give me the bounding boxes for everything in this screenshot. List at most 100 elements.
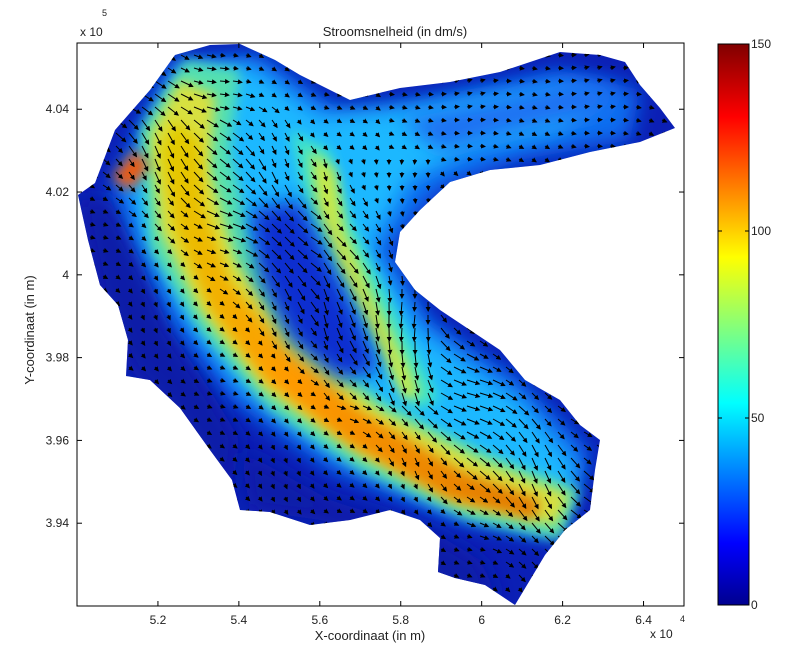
velocity-arrow <box>349 262 359 274</box>
velocity-arrow <box>271 92 277 98</box>
velocity-arrow <box>427 117 434 123</box>
velocity-arrow <box>219 313 225 319</box>
velocity-arrow <box>193 378 200 383</box>
velocity-arrow <box>310 327 317 337</box>
y-tick-label: 4 <box>62 268 69 282</box>
velocity-arrow <box>440 130 447 136</box>
velocity-arrow <box>128 197 137 205</box>
velocity-arrow <box>258 301 265 311</box>
y-tick-label: 3.94 <box>46 516 70 530</box>
velocity-arrow <box>310 288 320 300</box>
velocity-arrow <box>284 171 290 182</box>
velocity-arrow <box>414 392 421 407</box>
velocity-arrow <box>219 66 230 72</box>
velocity-arrow <box>323 327 329 342</box>
velocity-arrow <box>219 78 230 84</box>
velocity-arrow <box>570 117 577 123</box>
velocity-arrow <box>115 209 122 214</box>
velocity-arrow <box>349 275 358 288</box>
velocity-arrow <box>180 197 191 209</box>
velocity-arrow <box>193 274 199 280</box>
velocity-arrow <box>401 144 408 150</box>
velocity-arrow <box>245 210 258 219</box>
velocity-arrow <box>167 210 175 219</box>
velocity-arrow <box>206 53 217 59</box>
velocity-arrow <box>336 131 342 137</box>
velocity-arrow <box>387 288 393 303</box>
velocity-arrow <box>245 197 258 207</box>
velocity-arrow <box>310 105 317 110</box>
velocity-arrow <box>206 365 213 370</box>
velocity-arrow <box>336 275 345 288</box>
velocity-arrow <box>362 197 368 207</box>
velocity-arrow <box>322 144 329 151</box>
velocity-arrow <box>635 130 642 136</box>
velocity-arrow <box>531 131 538 136</box>
x-multiplier-exp: 4 <box>680 614 685 624</box>
velocity-arrow <box>661 118 668 123</box>
velocity-arrow <box>373 171 379 178</box>
velocity-arrow <box>219 275 229 281</box>
velocity-arrow <box>192 301 198 307</box>
velocity-arrow <box>375 301 380 316</box>
velocity-arrow <box>89 234 96 240</box>
velocity-arrow <box>258 210 270 221</box>
velocity-arrow <box>271 288 277 298</box>
velocity-arrow <box>505 157 512 162</box>
velocity-arrow <box>102 184 112 191</box>
velocity-arrow <box>153 301 158 308</box>
velocity-arrow <box>505 144 512 149</box>
velocity-arrow <box>466 78 473 84</box>
velocity-arrow <box>166 327 171 334</box>
velocity-arrow <box>349 379 357 388</box>
velocity-arrow <box>245 52 252 58</box>
velocity-arrow <box>232 197 246 205</box>
velocity-arrow <box>141 222 147 229</box>
velocity-arrow <box>323 288 330 303</box>
velocity-arrow <box>453 143 460 149</box>
velocity-arrow <box>544 118 551 123</box>
velocity-arrow <box>453 91 460 97</box>
velocity-arrow <box>479 91 486 97</box>
velocity-arrow <box>374 132 381 138</box>
velocity-arrow <box>440 379 453 388</box>
velocity-arrow <box>373 184 379 191</box>
velocity-arrow <box>453 156 460 162</box>
velocity-arrow <box>114 300 121 307</box>
velocity-arrow <box>374 314 380 329</box>
velocity-arrow <box>245 391 252 396</box>
velocity-arrow <box>206 249 217 255</box>
velocity-arrow <box>258 132 265 142</box>
velocity-arrow <box>219 339 226 345</box>
velocity-arrow <box>466 366 480 373</box>
velocity-arrow <box>166 353 172 359</box>
velocity-arrow <box>258 197 269 209</box>
velocity-arrow <box>284 79 291 85</box>
velocity-arrow <box>258 262 270 273</box>
velocity-arrow <box>361 144 368 151</box>
velocity-arrow <box>297 378 303 385</box>
velocity-arrow <box>557 117 564 123</box>
velocity-arrow <box>128 132 138 144</box>
velocity-arrow <box>398 314 404 329</box>
velocity-arrow <box>219 145 231 155</box>
velocity-arrow <box>257 353 264 359</box>
velocity-arrow <box>375 210 381 220</box>
velocity-arrow <box>258 391 264 397</box>
velocity-arrow <box>141 106 154 116</box>
velocity-arrow <box>193 184 205 195</box>
velocity-arrow <box>375 379 383 393</box>
velocity-arrow <box>399 210 405 217</box>
velocity-arrow <box>348 171 353 178</box>
velocity-arrow <box>284 210 295 222</box>
velocity-arrow <box>193 93 208 100</box>
velocity-arrow <box>141 210 149 219</box>
velocity-arrow <box>141 132 150 145</box>
velocity-arrow <box>283 391 290 398</box>
colorbar <box>717 43 750 606</box>
velocity-arrow <box>570 78 577 84</box>
velocity-arrow <box>362 379 370 388</box>
velocity-arrow <box>362 301 369 316</box>
velocity-arrow <box>362 105 369 110</box>
